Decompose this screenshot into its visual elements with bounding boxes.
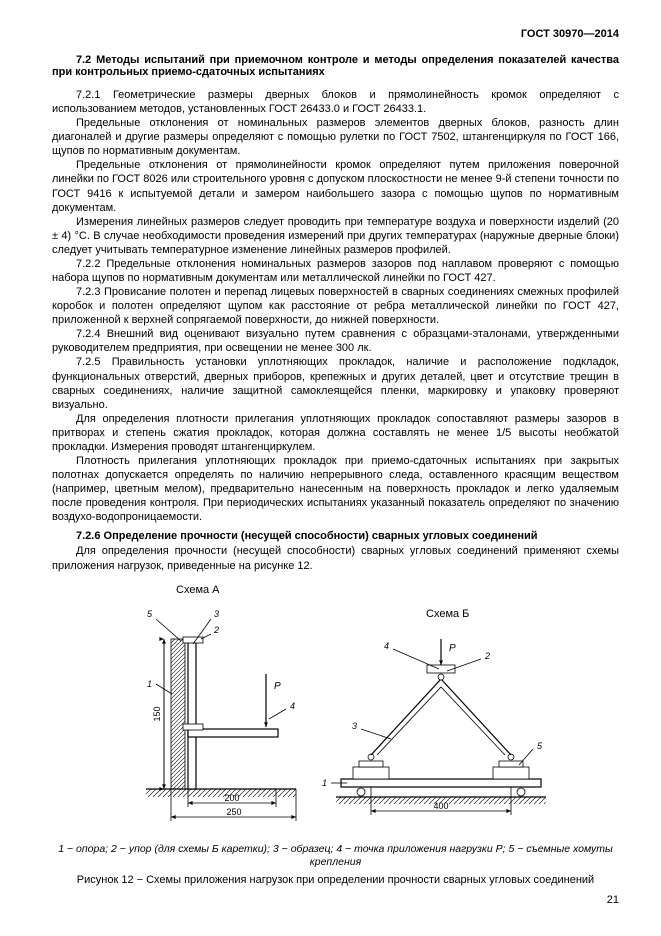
para-7-2-4: 7.2.4 Внешний вид оценивают визуально пу… xyxy=(52,327,619,355)
para-7-2-1-d: Измерения линейных размеров следует пров… xyxy=(52,215,619,257)
svg-text:150: 150 xyxy=(152,706,162,721)
svg-text:1: 1 xyxy=(146,679,151,689)
para-7-2-5-a: 7.2.5 Правильность установки уплотняющих… xyxy=(52,355,619,411)
para-7-2-3: 7.2.3 Провисание полотен и перепад лицев… xyxy=(52,285,619,327)
svg-text:P: P xyxy=(449,643,456,654)
svg-text:5: 5 xyxy=(146,609,152,619)
svg-text:3: 3 xyxy=(351,721,356,731)
svg-text:5: 5 xyxy=(537,741,543,751)
svg-text:400: 400 xyxy=(433,801,448,811)
heading-7-2-6: 7.2.6 Определение прочности (несущей спо… xyxy=(52,530,619,542)
svg-text:P: P xyxy=(274,681,281,692)
svg-text:Схема Б: Схема Б xyxy=(426,608,469,620)
svg-text:250: 250 xyxy=(226,807,241,817)
svg-text:1: 1 xyxy=(321,778,326,788)
para-7-2-5-c: Плотность прилегания уплотняющих проклад… xyxy=(52,454,619,524)
figure-12-legend: 1 − опора; 2 − упор (для схемы Б каретки… xyxy=(52,843,619,870)
svg-text:200: 200 xyxy=(224,793,239,803)
figure-12: Схема А P 5 1 3 2 4 150 200 250 Схема Б P 2 3 4 5 1 400 xyxy=(52,579,619,839)
svg-text:2: 2 xyxy=(484,651,490,661)
svg-text:4: 4 xyxy=(290,701,295,711)
para-7-2-1-a: 7.2.1 Геометрические размеры дверных бло… xyxy=(52,88,619,116)
page-number: 21 xyxy=(52,894,619,906)
para-7-2-5-b: Для определения плотности прилегания упл… xyxy=(52,412,619,454)
para-7-2-2: 7.2.2 Предельные отклонения номинальных … xyxy=(52,257,619,285)
figure-12-caption: Рисунок 12 − Схемы приложения нагрузок п… xyxy=(52,874,619,886)
section-7-2-heading: 7.2 Методы испытаний при приемочном конт… xyxy=(52,54,619,78)
svg-text:4: 4 xyxy=(383,641,388,651)
para-7-2-6-a: Для определения прочности (несущей спосо… xyxy=(52,544,619,572)
para-7-2-1-c: Предельные отклонения от прямолинейности… xyxy=(52,158,619,214)
para-7-2-1-b: Предельные отклонения от номинальных раз… xyxy=(52,116,619,158)
svg-text:2: 2 xyxy=(213,625,219,635)
document-id: ГОСТ 30970—2014 xyxy=(52,28,619,40)
svg-text:Схема А: Схема А xyxy=(176,584,220,596)
svg-text:3: 3 xyxy=(214,609,219,619)
